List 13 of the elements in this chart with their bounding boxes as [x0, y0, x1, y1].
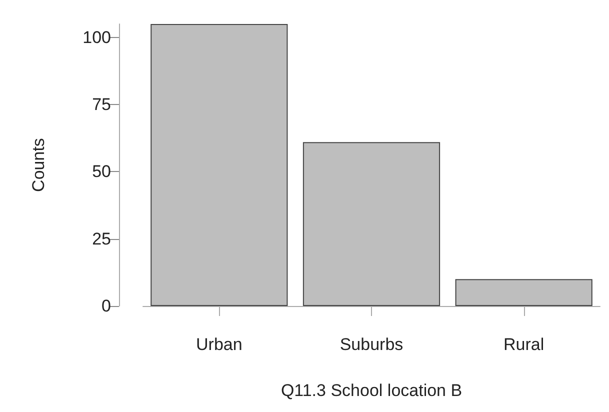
bar	[455, 279, 592, 306]
bar	[302, 142, 440, 306]
bar	[150, 24, 288, 306]
y-tick-label: 25	[92, 229, 111, 248]
x-axis-title: Q11.3 School location B	[280, 381, 462, 400]
y-tick-label: 0	[102, 296, 111, 316]
y-axis-title: Counts	[29, 138, 48, 192]
y-tick-label: 75	[92, 95, 111, 114]
x-tick-label: Urban	[196, 335, 242, 354]
y-tick-label: 50	[92, 162, 111, 182]
y-tick-label: 100	[82, 28, 111, 47]
x-tick-label: Rural	[504, 335, 544, 354]
x-tick-label: Suburbs	[340, 335, 404, 354]
